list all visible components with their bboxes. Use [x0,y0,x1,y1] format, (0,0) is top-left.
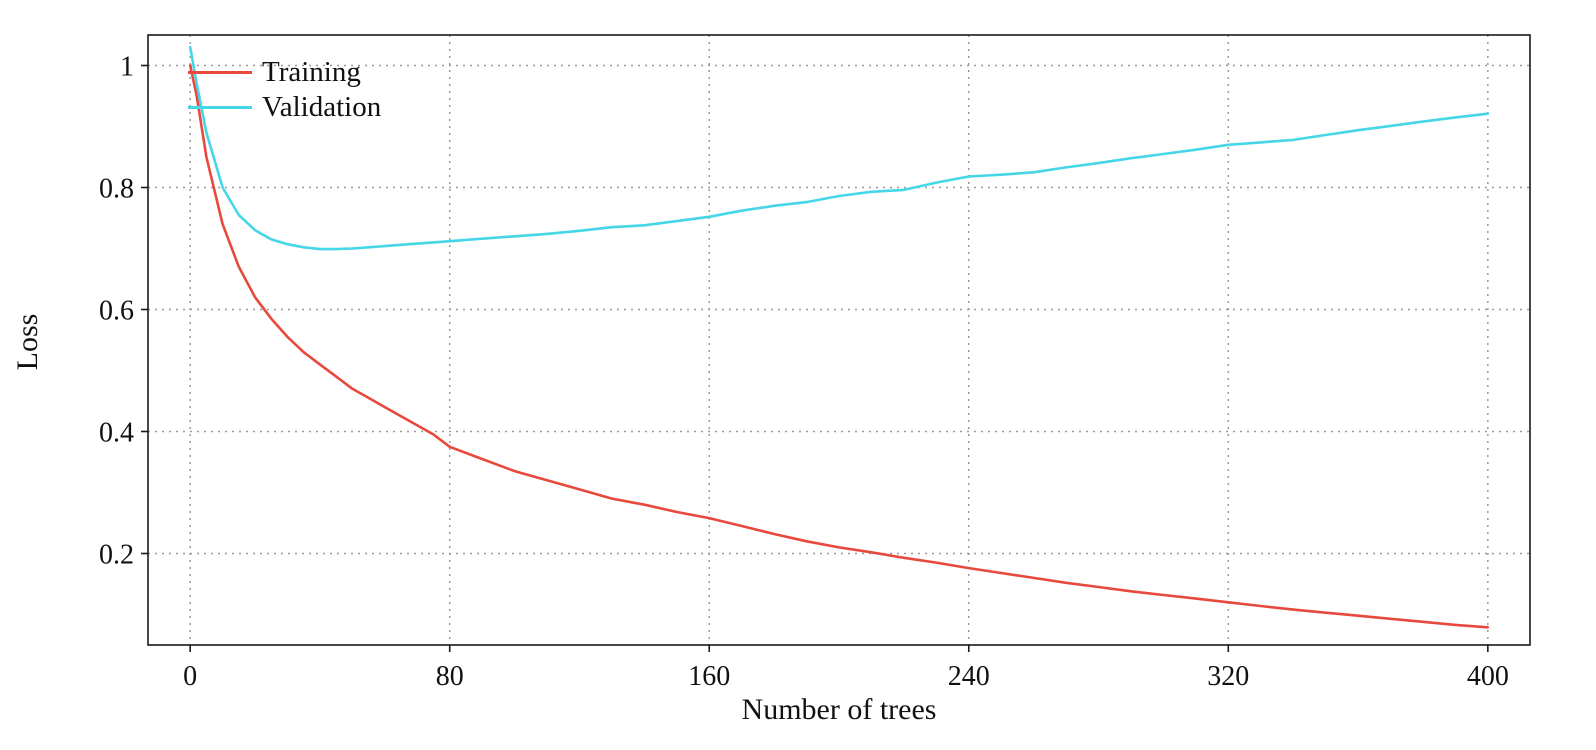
validation-line [188,45,1490,251]
y-tick-label: 0.6 [99,296,134,327]
training-line-swatch [188,71,252,74]
validation-line-swatch [188,106,252,109]
y-tick-label: 0.8 [99,174,134,205]
legend-item-validation: Validation [188,90,381,125]
legend-label-training: Training [262,56,361,88]
x-tick-label: 240 [948,661,990,692]
x-tick-label: 400 [1467,661,1509,692]
y-tick-label: 0.4 [99,418,134,449]
plot-frame [147,34,1531,646]
x-tick-label: 80 [436,661,464,692]
legend: Training Validation [188,55,381,125]
legend-item-training: Training [188,55,381,90]
training-line [188,64,1490,629]
y-tick-label: 0.2 [99,540,134,571]
x-tick-label: 0 [183,661,197,692]
x-axis-label: Number of trees [741,693,937,726]
y-tick-label: 1 [120,52,134,83]
x-tick-label: 320 [1207,661,1249,692]
x-tick-label: 160 [688,661,730,692]
y-axis-label: Loss [11,313,44,371]
legend-label-validation: Validation [262,91,382,123]
